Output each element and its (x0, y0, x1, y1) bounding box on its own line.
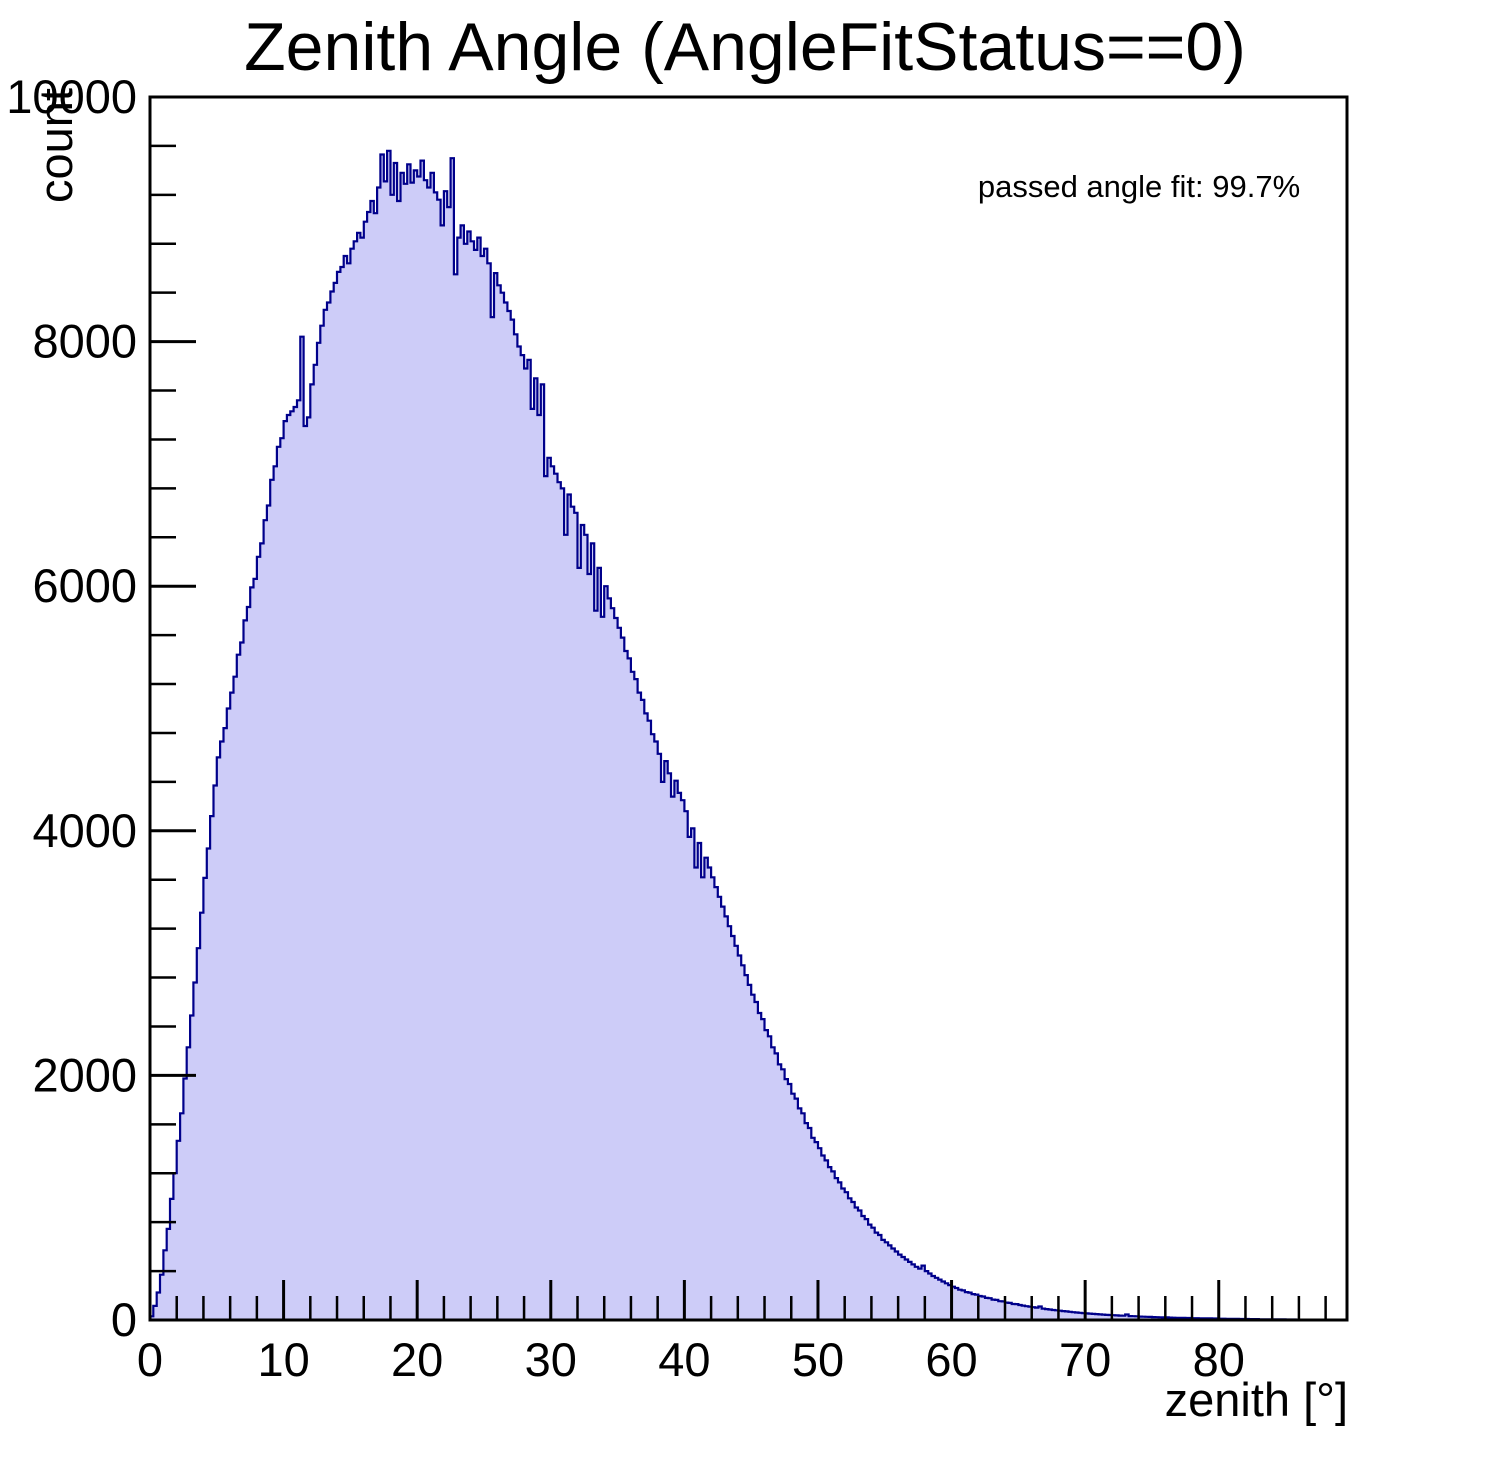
x-axis-tick-labels: 0 10 20 30 40 50 60 70 80 (137, 1333, 1245, 1386)
x-axis-ticks (148, 1280, 1327, 1320)
y-tick-label: 0 (111, 1293, 137, 1346)
x-tick-label: 40 (658, 1333, 710, 1386)
x-axis-title: zenith [°] (1165, 1373, 1348, 1426)
y-tick-label: 6000 (32, 559, 137, 612)
y-tick-label: 8000 (32, 315, 137, 368)
x-tick-label: 70 (1059, 1333, 1111, 1386)
histogram-bars (148, 149, 1346, 1322)
y-axis-ticks (150, 95, 196, 1322)
y-axis-tick-labels: 0 2000 4000 6000 8000 10000 (6, 70, 137, 1346)
x-tick-label: 10 (257, 1333, 309, 1386)
annotation-text: passed angle fit: 99.7% (978, 169, 1300, 204)
x-tick-label: 50 (792, 1333, 844, 1386)
x-tick-label: 0 (137, 1333, 163, 1386)
x-tick-label: 60 (925, 1333, 977, 1386)
plot-frame (148, 95, 1349, 1322)
x-tick-label: 30 (525, 1333, 577, 1386)
y-tick-label: 10000 (6, 70, 137, 123)
y-axis-title: count (29, 88, 82, 203)
x-tick-label: 80 (1193, 1333, 1245, 1386)
x-tick-label: 20 (391, 1333, 443, 1386)
y-tick-label: 4000 (32, 804, 137, 857)
chart-title: Zenith Angle (AngleFitStatus==0) (244, 9, 1246, 85)
y-tick-label: 2000 (32, 1048, 137, 1101)
